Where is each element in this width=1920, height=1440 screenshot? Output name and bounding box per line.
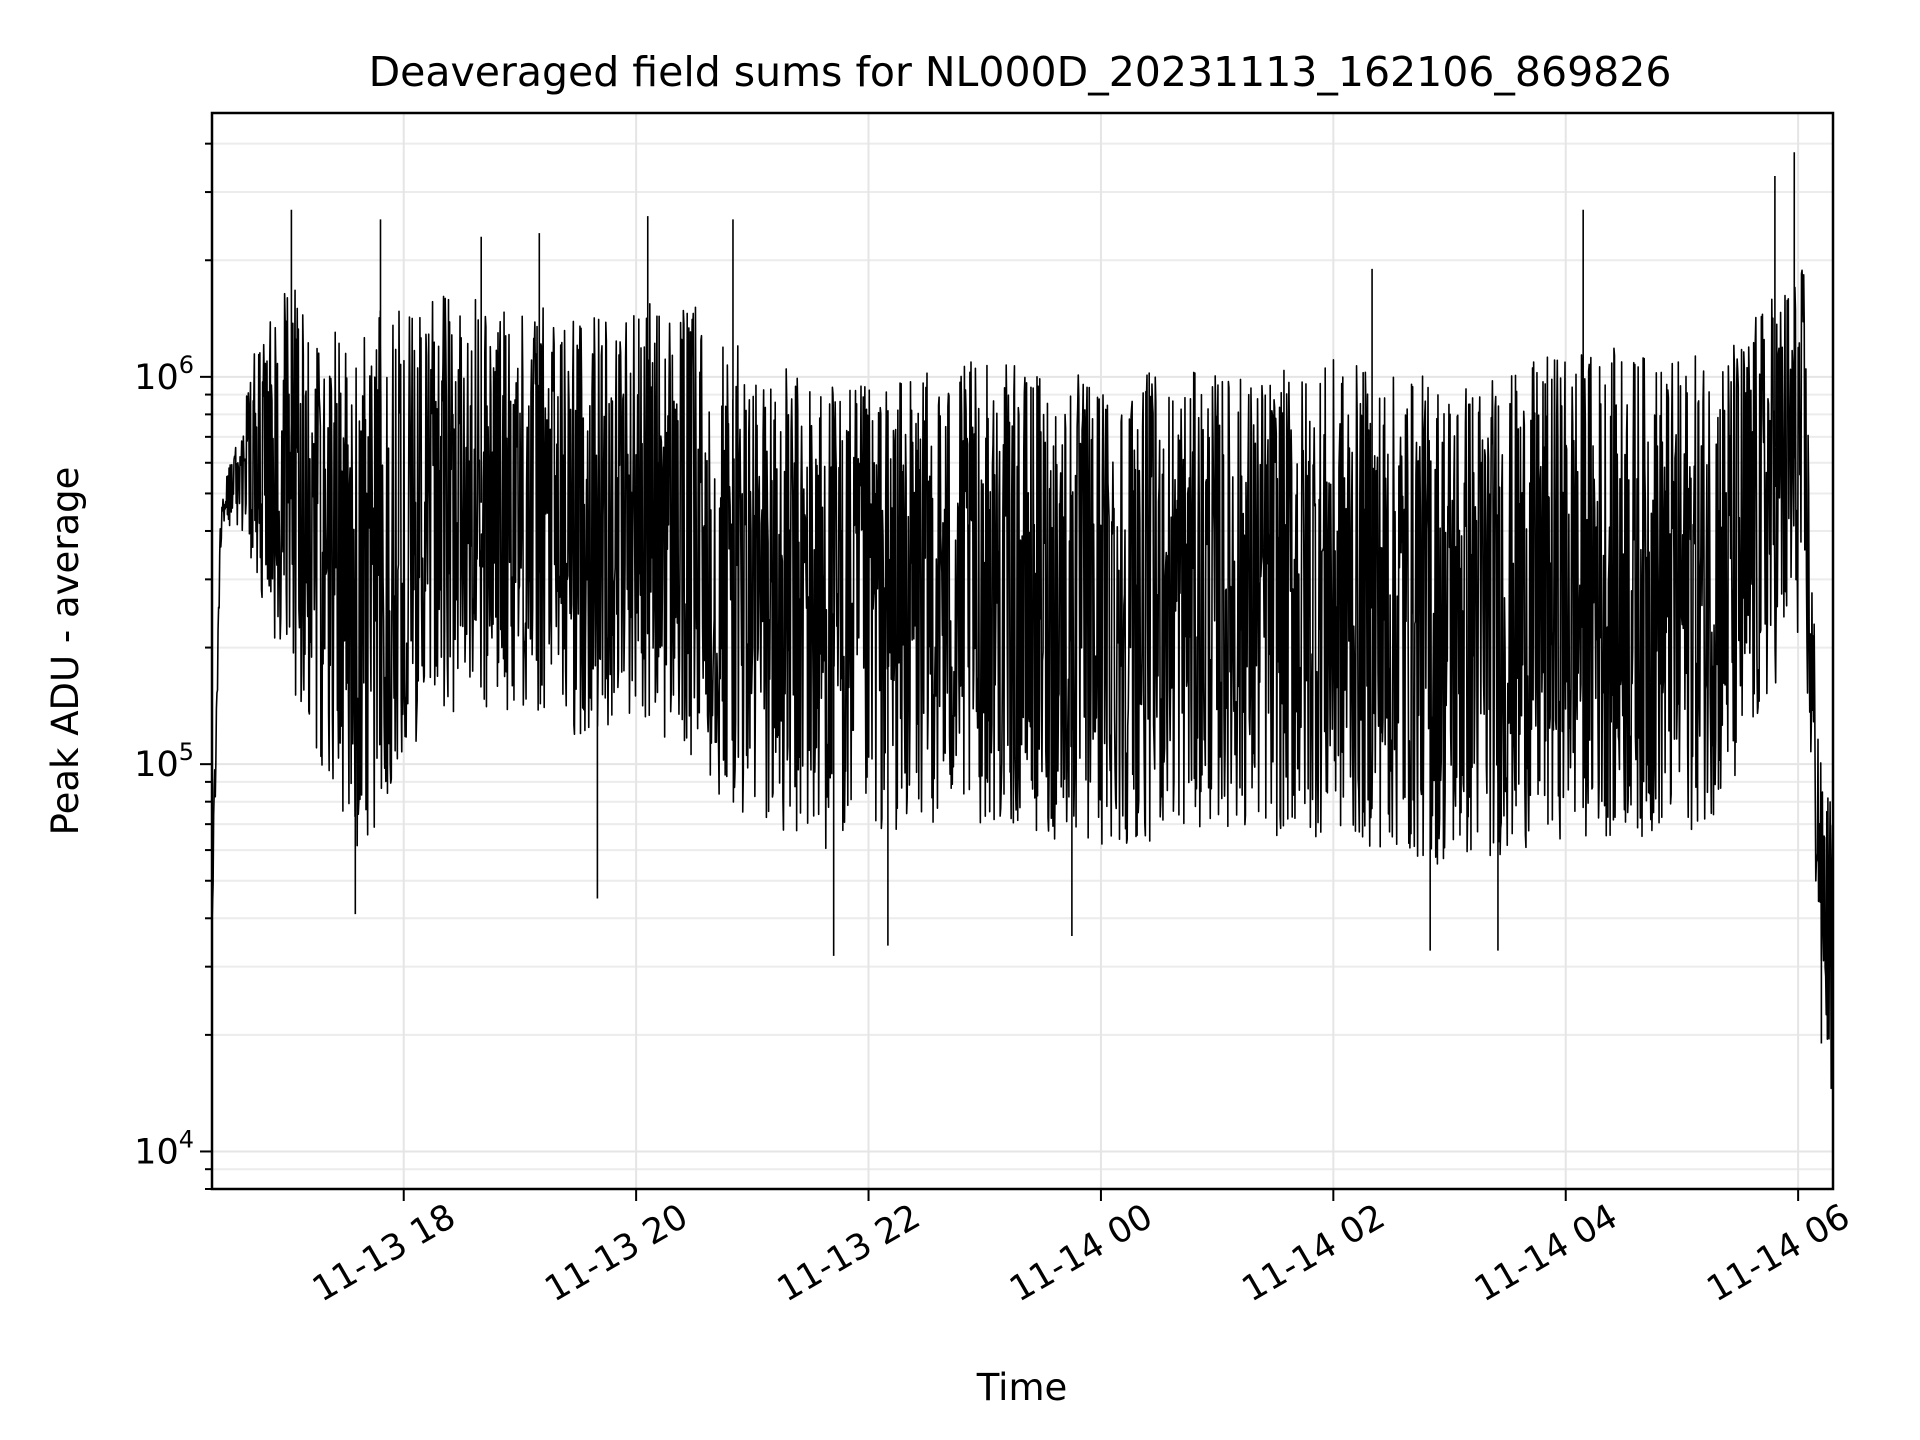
y-axis: 104 105 106: [134, 142, 212, 1190]
x-tick-label: 11-14 02: [1236, 1197, 1392, 1310]
plot-area: [211, 152, 1834, 1090]
x-tick-label: 11-13 20: [538, 1197, 694, 1310]
x-axis-label: Time: [976, 1366, 1068, 1409]
y-axis-label: Peak ADU - average: [44, 467, 87, 836]
chart-title: Deaveraged field sums for NL000D_2023111…: [369, 48, 1672, 96]
x-tick-label: 11-14 00: [1003, 1197, 1159, 1310]
x-tick-label: 11-13 18: [306, 1197, 462, 1310]
series-line: [211, 152, 1834, 1090]
y-tick-label: 104: [134, 1125, 194, 1172]
x-tick-label: 11-14 06: [1700, 1197, 1856, 1310]
x-tick-label: 11-13 22: [771, 1197, 927, 1310]
x-tick-label: 11-14 04: [1468, 1197, 1624, 1310]
plot-frame: [210, 111, 1835, 1191]
y-tick-label: 106: [134, 351, 194, 398]
x-axis: 11-13 18 11-13 20 11-13 22 11-14 00 11-14 02…: [306, 1189, 1857, 1310]
y-tick-label: 105: [134, 738, 194, 785]
